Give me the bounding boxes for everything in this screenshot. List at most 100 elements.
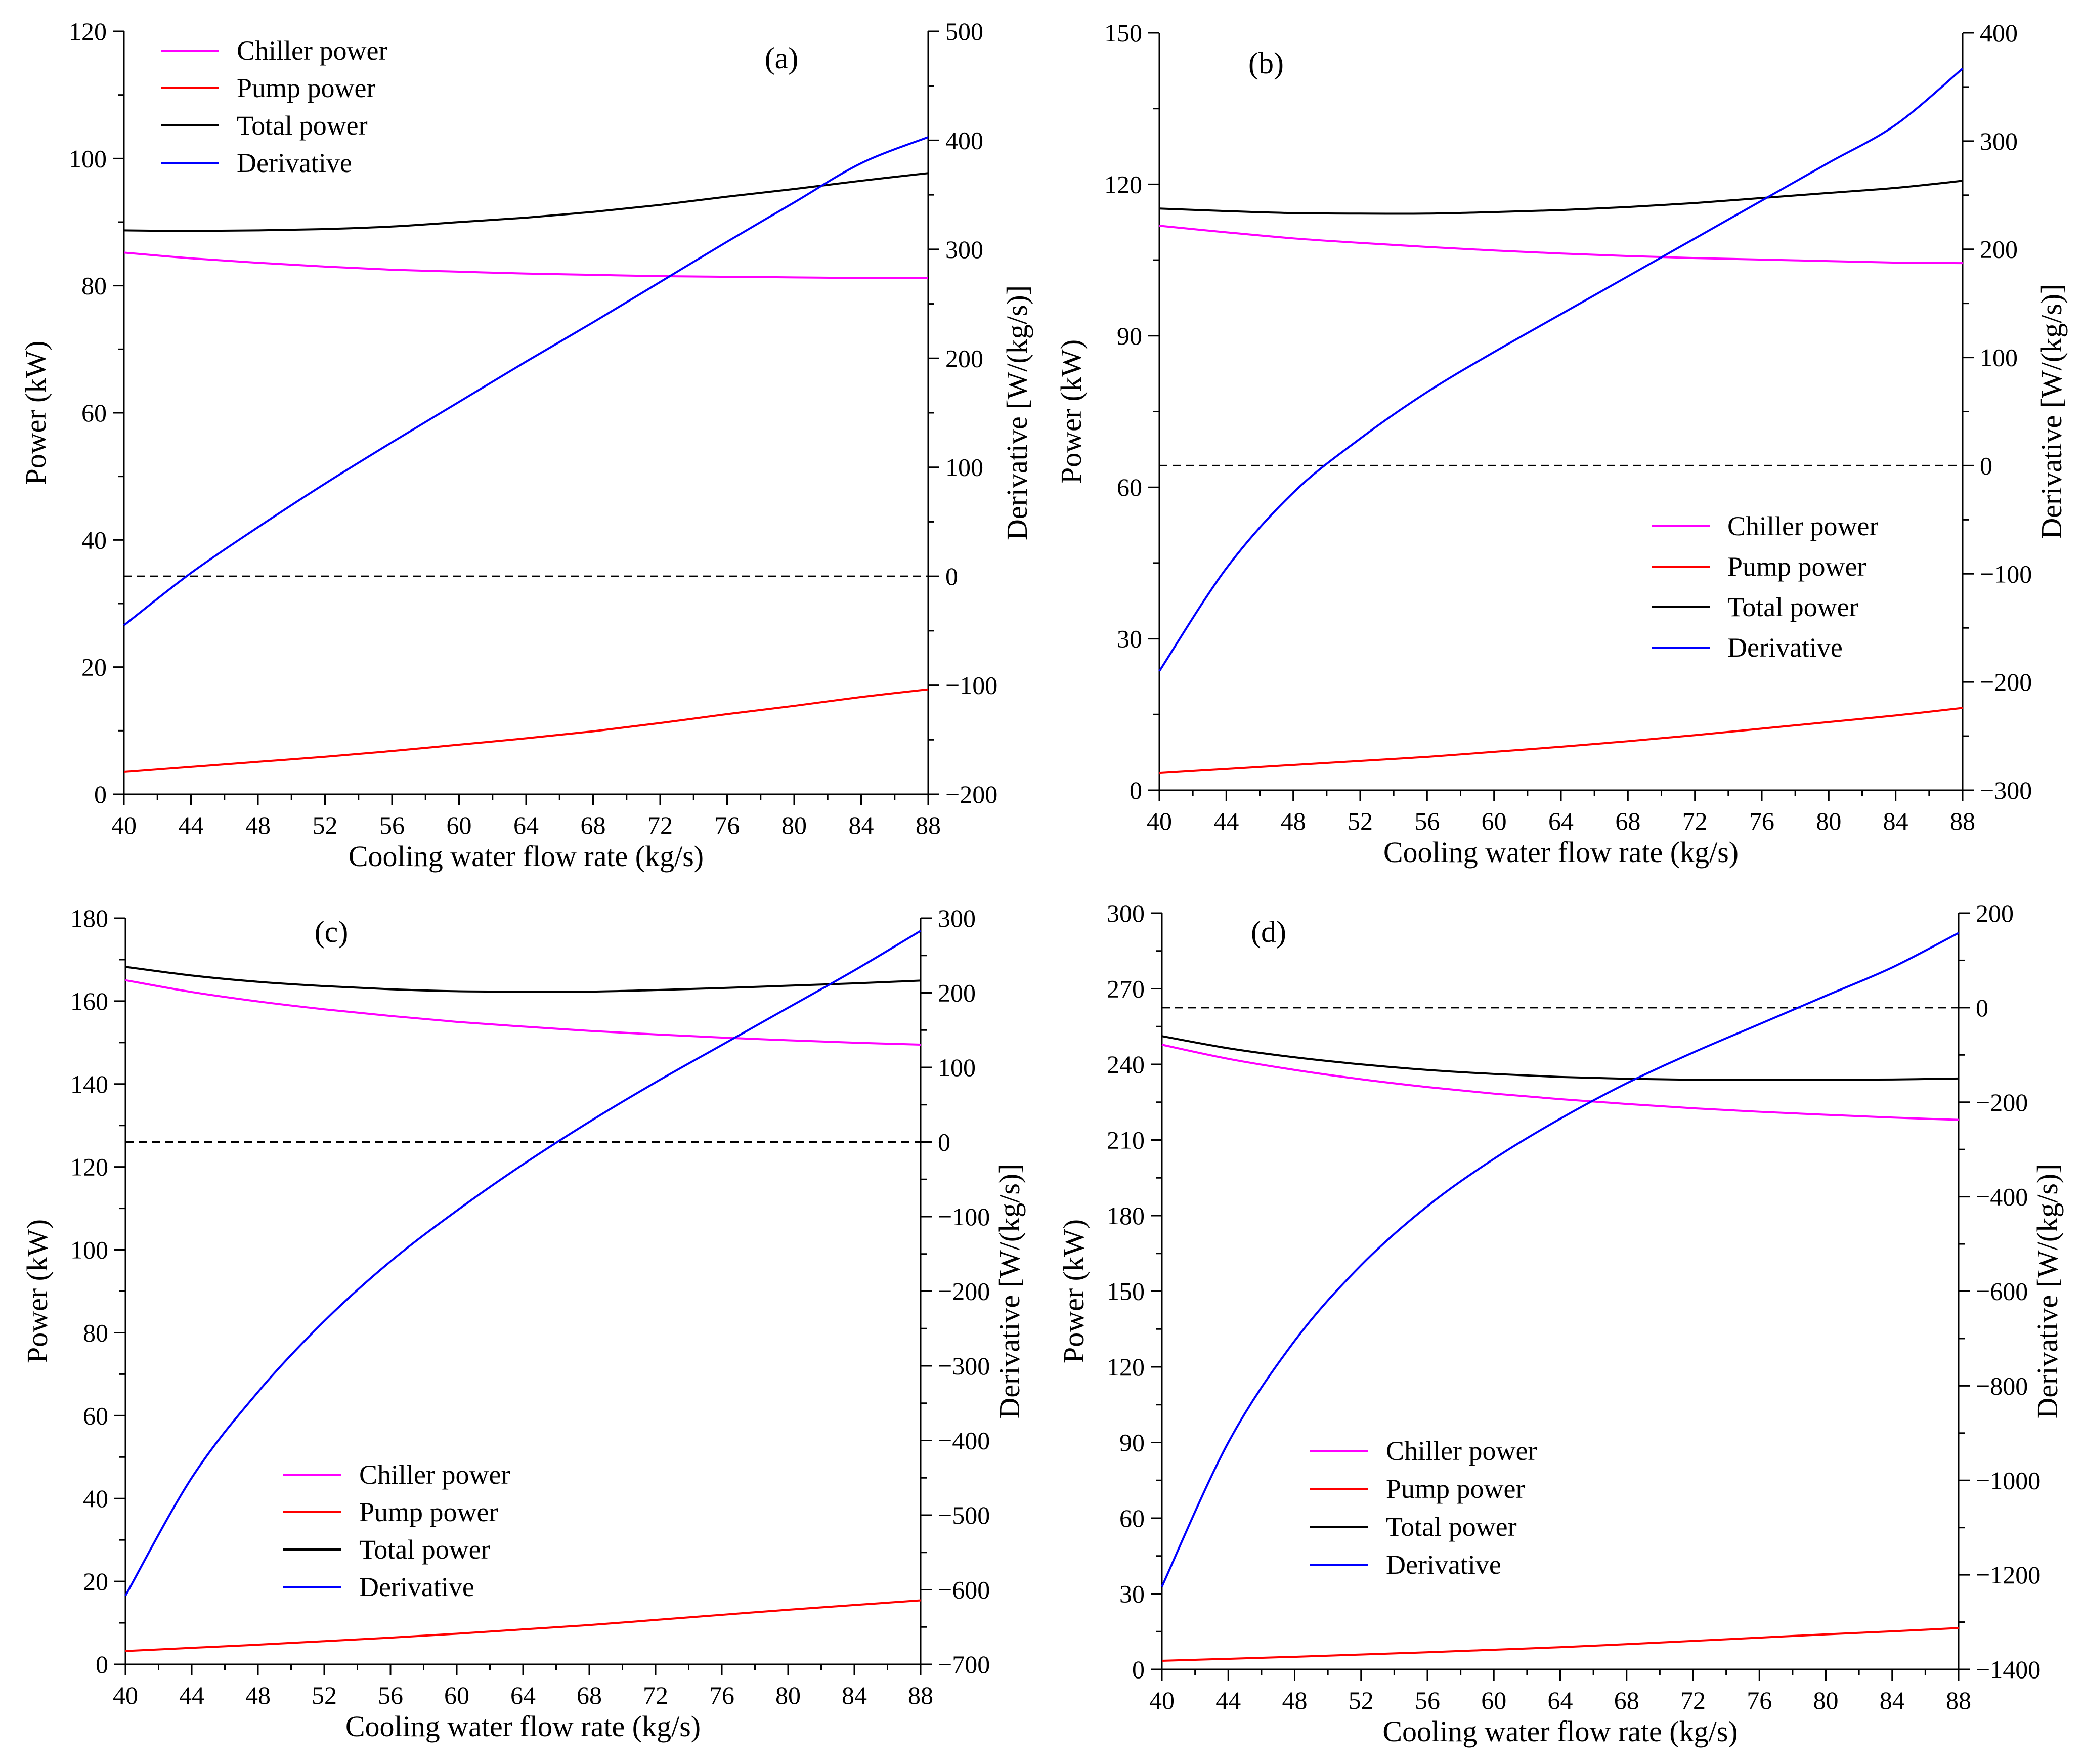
right-y-tick-label: 200 xyxy=(945,344,983,372)
left-y-axis-title: Power (kW) xyxy=(1055,339,1088,484)
x-tick-label: 84 xyxy=(842,1681,867,1709)
right-y-tick-label: 100 xyxy=(938,1053,976,1082)
x-tick-label: 88 xyxy=(916,811,941,839)
legend-label: Total power xyxy=(1386,1512,1517,1542)
chart-panel-a: 40 44 48 52 56 60 64 68 72 76 80 84 88 0 20 40 60 80 100 12… xyxy=(19,17,1033,873)
left-y-tick-label: 80 xyxy=(83,1318,108,1347)
left-y-tick-label: 20 xyxy=(83,1567,108,1596)
left-y-tick-label: 120 xyxy=(69,17,107,46)
pump-power-line xyxy=(123,688,929,773)
legend: Chiller power Pump power Total power Deriva… xyxy=(1652,511,1878,663)
x-tick-label: 52 xyxy=(1348,807,1373,835)
left-y-tick-label: 0 xyxy=(94,780,107,808)
x-tick-label: 40 xyxy=(1149,1686,1175,1714)
left-y-tick-label: 210 xyxy=(1107,1126,1145,1154)
right-y-tick-label: −100 xyxy=(938,1202,990,1231)
legend-label: Derivative xyxy=(237,148,352,178)
x-tick-label: 68 xyxy=(1614,1686,1639,1714)
left-y-tick-label: 300 xyxy=(1107,899,1145,927)
legend-label: Pump power xyxy=(237,73,376,103)
left-y-tick-label: 100 xyxy=(70,1236,108,1264)
legend-label: Total power xyxy=(237,110,368,141)
right-y-tick-label: 300 xyxy=(1980,127,2018,155)
left-y-tick-label: 160 xyxy=(70,987,108,1015)
right-y-tick-label: 100 xyxy=(1980,343,2018,372)
x-tick-label: 48 xyxy=(245,811,271,839)
left-y-axis-title: Power (kW) xyxy=(21,1219,54,1363)
left-y-tick-label: 20 xyxy=(81,653,107,681)
x-tick-label: 80 xyxy=(782,811,807,839)
right-y-tick-label: −600 xyxy=(1976,1277,2028,1306)
left-y-tick-label: 60 xyxy=(1119,1504,1145,1532)
x-tick-label: 72 xyxy=(647,811,673,839)
left-y-tick-label: 270 xyxy=(1107,975,1145,1003)
pump-power-line xyxy=(1161,1627,1959,1662)
x-tick-label: 88 xyxy=(1946,1686,1971,1714)
left-y-axis-title: Power (kW) xyxy=(1057,1219,1090,1363)
left-y-tick-label: 90 xyxy=(1117,322,1142,350)
legend: Chiller power Pump power Total power Deriva… xyxy=(283,1459,510,1602)
legend-label: Chiller power xyxy=(237,35,387,66)
right-y-tick-label: −1000 xyxy=(1976,1466,2040,1494)
x-tick-label: 88 xyxy=(1950,807,1975,835)
right-y-tick-label: −400 xyxy=(1976,1183,2028,1211)
x-tick-label: 84 xyxy=(1883,807,1908,835)
pump-power-line xyxy=(1159,707,1963,775)
left-y-tick-label: 60 xyxy=(1117,473,1142,501)
x-axis-title: Cooling water flow rate (kg/s) xyxy=(1382,1715,1738,1748)
x-tick-label: 44 xyxy=(1213,807,1239,835)
x-tick-label: 40 xyxy=(111,811,137,839)
x-tick-label: 72 xyxy=(1682,807,1708,835)
x-tick-label: 72 xyxy=(1680,1686,1706,1714)
right-y-tick-label: 300 xyxy=(945,235,983,264)
right-y-axis-title: Derivative [W/(kg/s)] xyxy=(1001,285,1033,540)
chiller-power-line xyxy=(1161,1044,1959,1121)
x-tick-label: 68 xyxy=(1615,807,1640,835)
x-tick-label: 76 xyxy=(709,1681,734,1709)
left-y-tick-label: 40 xyxy=(81,526,107,554)
right-y-tick-label: −300 xyxy=(938,1352,990,1380)
x-axis-title: Cooling water flow rate (kg/s) xyxy=(1383,836,1739,869)
right-y-tick-label: −1400 xyxy=(1976,1655,2040,1684)
x-tick-label: 64 xyxy=(510,1681,536,1709)
legend-label: Pump power xyxy=(359,1497,498,1527)
right-y-tick-label: 400 xyxy=(945,126,983,154)
right-y-tick-label: 0 xyxy=(945,562,958,590)
right-y-tick-label: −300 xyxy=(1980,776,2032,804)
panel-label: (a) xyxy=(765,41,799,75)
legend-label: Total power xyxy=(1727,592,1858,622)
left-y-tick-label: 60 xyxy=(83,1401,108,1430)
x-tick-label: 64 xyxy=(513,811,539,839)
x-tick-label: 80 xyxy=(1816,807,1841,835)
legend-label: Chiller power xyxy=(1386,1436,1537,1466)
x-axis-title: Cooling water flow rate (kg/s) xyxy=(345,1710,701,1743)
right-y-tick-label: −700 xyxy=(938,1650,990,1679)
left-y-tick-label: 180 xyxy=(70,904,108,932)
x-tick-label: 80 xyxy=(775,1681,801,1709)
left-y-tick-label: 0 xyxy=(1132,1655,1145,1684)
derivative-line xyxy=(1161,932,1959,1587)
x-tick-label: 88 xyxy=(908,1681,933,1709)
right-y-tick-label: 200 xyxy=(1980,235,2018,264)
x-tick-label: 48 xyxy=(245,1681,271,1709)
x-tick-label: 80 xyxy=(1813,1686,1839,1714)
x-tick-label: 44 xyxy=(179,811,204,839)
x-tick-label: 44 xyxy=(179,1681,204,1709)
x-tick-label: 60 xyxy=(444,1681,469,1709)
right-y-tick-label: −800 xyxy=(1976,1371,2028,1400)
derivative-line xyxy=(1158,68,1964,672)
x-axis-title: Cooling water flow rate (kg/s) xyxy=(349,840,704,873)
chiller-power-line xyxy=(123,251,929,279)
x-tick-label: 44 xyxy=(1215,1686,1241,1714)
left-y-tick-label: 80 xyxy=(81,272,107,300)
total-power-line xyxy=(1159,180,1963,215)
x-tick-label: 60 xyxy=(447,811,472,839)
x-tick-label: 56 xyxy=(378,1681,403,1709)
legend-label: Total power xyxy=(359,1534,490,1565)
right-y-tick-label: −100 xyxy=(1980,560,2032,588)
right-y-tick-label: 0 xyxy=(1976,994,1988,1022)
right-y-tick-label: −600 xyxy=(938,1576,990,1604)
right-y-tick-label: −400 xyxy=(938,1427,990,1455)
right-y-tick-label: 0 xyxy=(938,1128,950,1156)
